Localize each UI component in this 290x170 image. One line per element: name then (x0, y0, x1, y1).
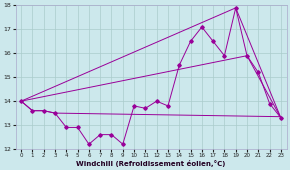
X-axis label: Windchill (Refroidissement éolien,°C): Windchill (Refroidissement éolien,°C) (76, 159, 226, 167)
